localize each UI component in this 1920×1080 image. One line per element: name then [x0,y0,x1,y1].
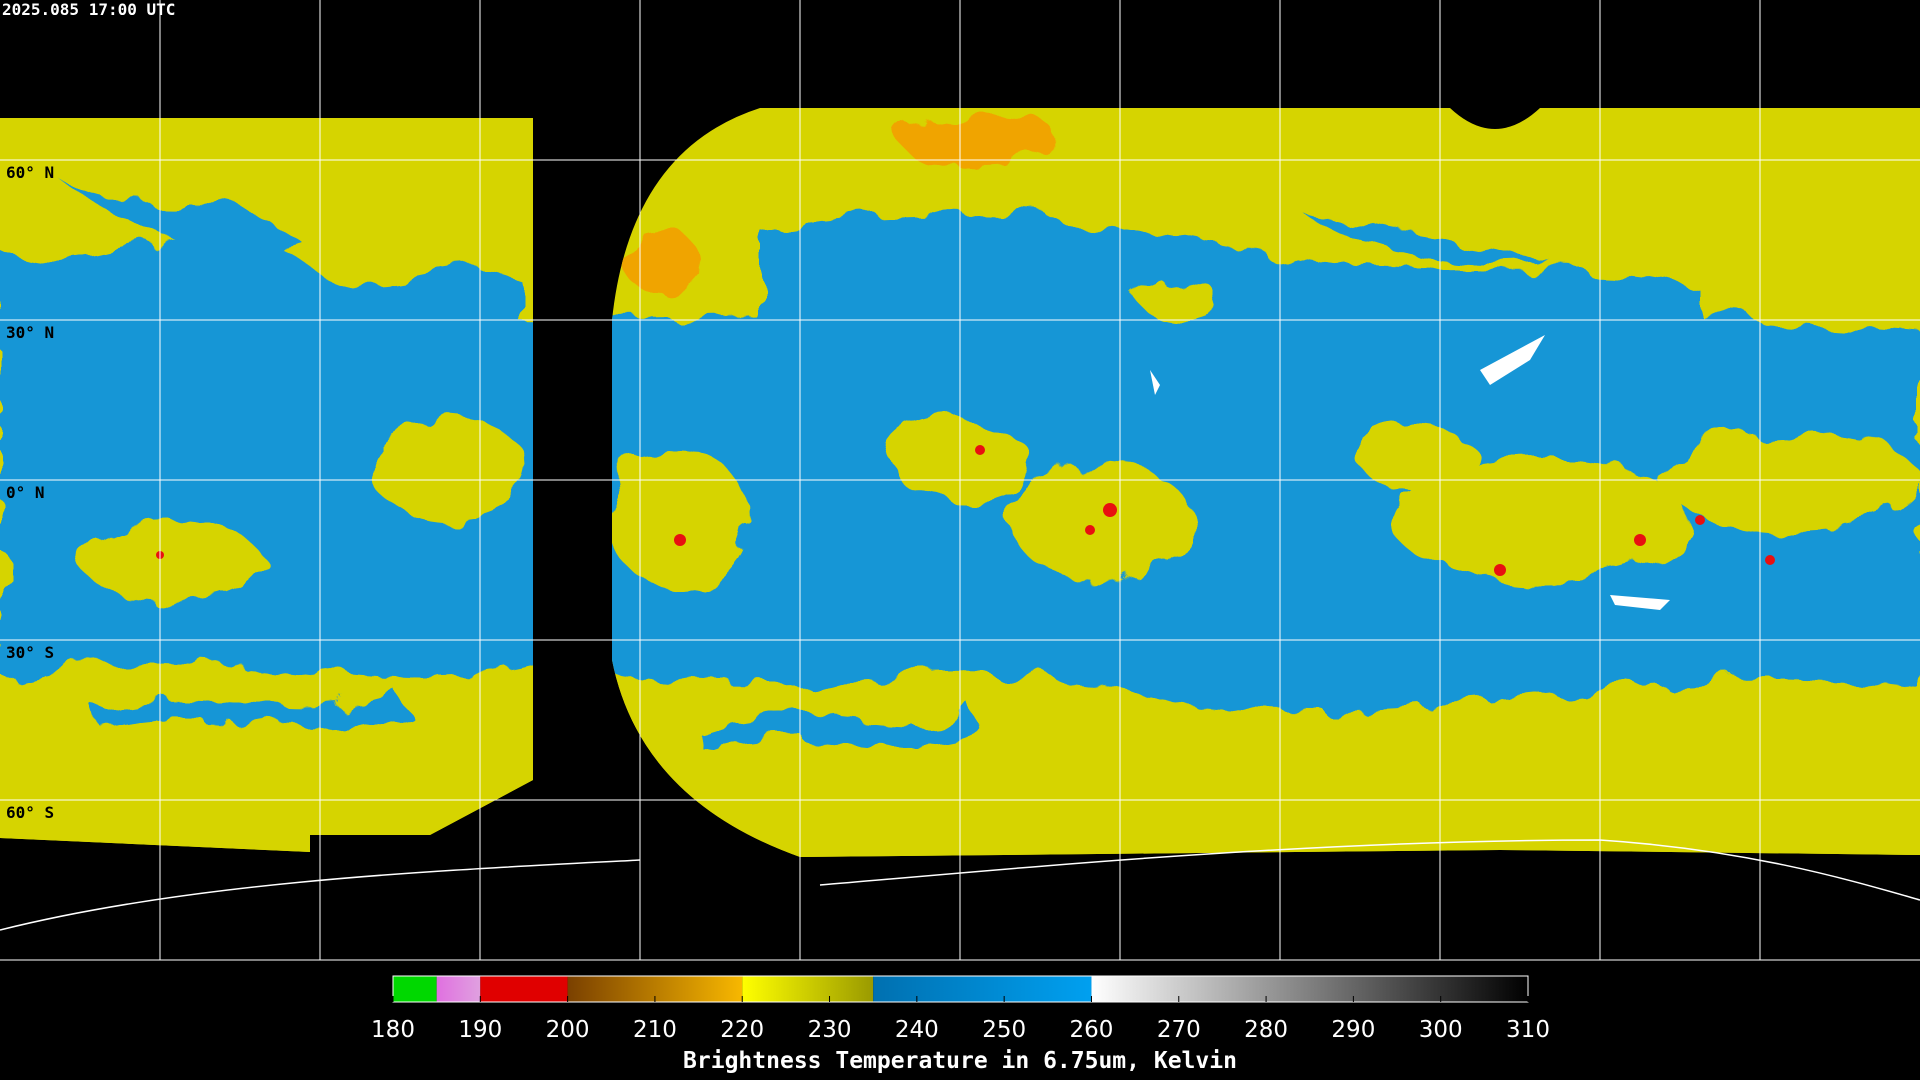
colorbar-tick-label: 240 [895,1017,939,1043]
latitude-label: 0° N [6,483,45,502]
colorbar-segment [873,976,1092,1002]
colorbar-tick-label: 260 [1070,1017,1114,1043]
colorbar-tick-label: 190 [458,1017,502,1043]
latitude-label: 30° N [6,323,54,342]
latitude-label: 30° S [6,643,54,662]
latitude-label: 60° N [6,163,54,182]
colorbar-tick-label: 300 [1419,1017,1463,1043]
colorbar-tick-label: 250 [982,1017,1026,1043]
graticule [0,0,1920,961]
colorbar-segment [742,976,874,1002]
colorbar-tick-label: 220 [720,1017,764,1043]
colorbar-tick-label: 180 [371,1017,415,1043]
colorbar-segment [1091,976,1528,1002]
latitude-label: 60° S [6,803,54,822]
coastline [0,839,1920,931]
colorbar-tick-label: 200 [546,1017,590,1043]
colorbar-tick-label: 210 [633,1017,677,1043]
colorbar-tick-label: 290 [1331,1017,1375,1043]
timestamp: 2025.085 17:00 UTC [2,0,175,19]
colorbar-segment [393,976,437,1002]
colorbar-tick-label: 230 [808,1017,852,1043]
colorbar-tick-label: 310 [1506,1017,1550,1043]
colorbar-tick-label: 280 [1244,1017,1288,1043]
colorbar-segment [480,976,568,1002]
colorbar-title: Brightness Temperature in 6.75um, Kelvin [683,1048,1237,1074]
colorbar-frame [392,975,1529,1003]
colorbar-tick-label: 270 [1157,1017,1201,1043]
colorbar-segment [436,976,481,1002]
